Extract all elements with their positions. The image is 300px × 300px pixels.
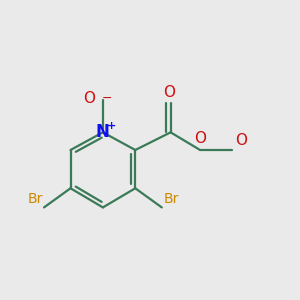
Text: Br: Br (27, 192, 43, 206)
Text: O: O (163, 85, 175, 100)
Text: N: N (96, 123, 110, 141)
Text: Br: Br (163, 192, 178, 206)
Text: O: O (235, 133, 247, 148)
Text: +: + (106, 121, 116, 131)
Text: −: − (101, 92, 112, 105)
Text: O: O (82, 91, 94, 106)
Text: O: O (194, 130, 206, 146)
